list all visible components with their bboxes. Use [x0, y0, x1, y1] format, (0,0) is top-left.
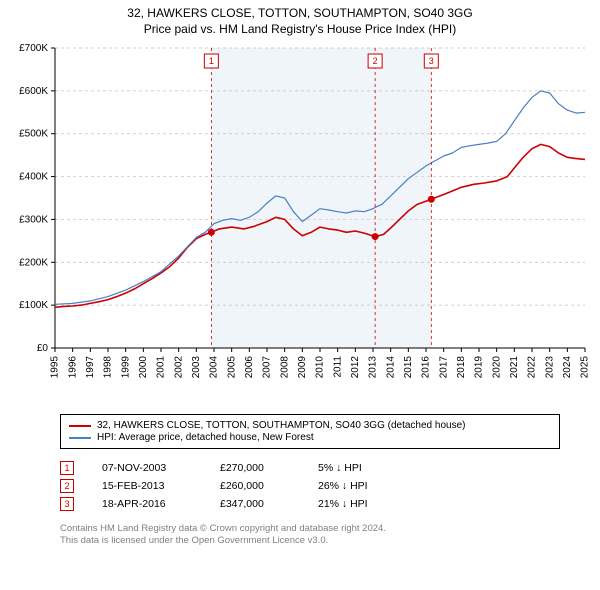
svg-text:1995: 1995	[50, 356, 61, 379]
svg-text:2025: 2025	[580, 356, 591, 379]
svg-text:2012: 2012	[350, 356, 361, 379]
svg-text:2015: 2015	[403, 356, 414, 379]
svg-text:£500K: £500K	[19, 129, 48, 140]
svg-text:2024: 2024	[562, 356, 573, 379]
svg-text:£300K: £300K	[19, 214, 48, 225]
svg-text:2008: 2008	[279, 356, 290, 379]
svg-text:£700K: £700K	[19, 43, 48, 54]
svg-text:2017: 2017	[438, 356, 449, 379]
svg-text:2007: 2007	[262, 356, 273, 379]
chart-area: £0 £100K £200K £300K £400K £500K £600K £700K 199…	[0, 38, 600, 408]
footnote-line: This data is licensed under the Open Gov…	[60, 535, 560, 547]
legend-label: HPI: Average price, detached house, New …	[97, 432, 314, 443]
sale-marker-icon: 1	[60, 461, 74, 475]
svg-text:2002: 2002	[173, 356, 184, 379]
sale-price: £270,000	[220, 462, 290, 474]
title-main: 32, HAWKERS CLOSE, TOTTON, SOUTHAMPTON, …	[0, 6, 600, 20]
svg-text:£0: £0	[37, 343, 49, 354]
svg-text:2000: 2000	[138, 356, 149, 379]
sale-date: 15-FEB-2013	[102, 480, 192, 492]
sale-price: £347,000	[220, 498, 290, 510]
svg-text:1997: 1997	[85, 356, 96, 379]
svg-text:2018: 2018	[456, 356, 467, 379]
title-sub: Price paid vs. HM Land Registry's House …	[0, 22, 600, 36]
svg-text:£100K: £100K	[19, 300, 48, 311]
svg-text:1996: 1996	[67, 356, 78, 379]
sale-marker-icon: 2	[60, 479, 74, 493]
svg-text:2: 2	[373, 56, 378, 66]
sale-diff: 21% ↓ HPI	[318, 498, 418, 510]
svg-text:£600K: £600K	[19, 86, 48, 97]
title-block: 32, HAWKERS CLOSE, TOTTON, SOUTHAMPTON, …	[0, 0, 600, 38]
svg-text:2022: 2022	[527, 356, 538, 379]
legend-item-property: 32, HAWKERS CLOSE, TOTTON, SOUTHAMPTON, …	[69, 420, 551, 431]
svg-text:£400K: £400K	[19, 172, 48, 183]
legend: 32, HAWKERS CLOSE, TOTTON, SOUTHAMPTON, …	[60, 414, 560, 449]
svg-text:2011: 2011	[332, 356, 343, 378]
svg-text:2020: 2020	[491, 356, 502, 379]
svg-text:2010: 2010	[315, 356, 326, 379]
chart-container: 32, HAWKERS CLOSE, TOTTON, SOUTHAMPTON, …	[0, 0, 600, 590]
line-chart: £0 £100K £200K £300K £400K £500K £600K £700K 199…	[0, 38, 600, 408]
sale-date: 07-NOV-2003	[102, 462, 192, 474]
sale-row: 3 18-APR-2016 £347,000 21% ↓ HPI	[60, 497, 560, 511]
svg-text:2021: 2021	[509, 356, 520, 379]
sale-row: 2 15-FEB-2013 £260,000 26% ↓ HPI	[60, 479, 560, 493]
svg-text:3: 3	[429, 56, 434, 66]
legend-swatch	[69, 437, 91, 439]
svg-text:1999: 1999	[120, 356, 131, 379]
svg-text:2006: 2006	[244, 356, 255, 379]
legend-item-hpi: HPI: Average price, detached house, New …	[69, 432, 551, 443]
svg-text:2001: 2001	[156, 356, 167, 379]
sale-marker-icon: 3	[60, 497, 74, 511]
svg-text:1998: 1998	[103, 356, 114, 379]
footnote: Contains HM Land Registry data © Crown c…	[60, 523, 560, 548]
legend-label: 32, HAWKERS CLOSE, TOTTON, SOUTHAMPTON, …	[97, 420, 465, 431]
svg-text:1: 1	[209, 56, 214, 66]
svg-text:2009: 2009	[297, 356, 308, 379]
svg-text:2004: 2004	[209, 356, 220, 379]
svg-text:2023: 2023	[544, 356, 555, 379]
legend-swatch	[69, 425, 91, 427]
svg-text:2016: 2016	[421, 356, 432, 379]
svg-text:2003: 2003	[191, 356, 202, 379]
footnote-line: Contains HM Land Registry data © Crown c…	[60, 523, 560, 535]
sale-diff: 5% ↓ HPI	[318, 462, 418, 474]
svg-text:2013: 2013	[368, 356, 379, 379]
sale-row: 1 07-NOV-2003 £270,000 5% ↓ HPI	[60, 461, 560, 475]
sale-diff: 26% ↓ HPI	[318, 480, 418, 492]
sales-table: 1 07-NOV-2003 £270,000 5% ↓ HPI 2 15-FEB…	[60, 457, 560, 515]
sale-date: 18-APR-2016	[102, 498, 192, 510]
svg-text:2019: 2019	[474, 356, 485, 379]
svg-text:2005: 2005	[226, 356, 237, 379]
svg-text:2014: 2014	[385, 356, 396, 379]
svg-text:£200K: £200K	[19, 257, 48, 268]
sale-price: £260,000	[220, 480, 290, 492]
